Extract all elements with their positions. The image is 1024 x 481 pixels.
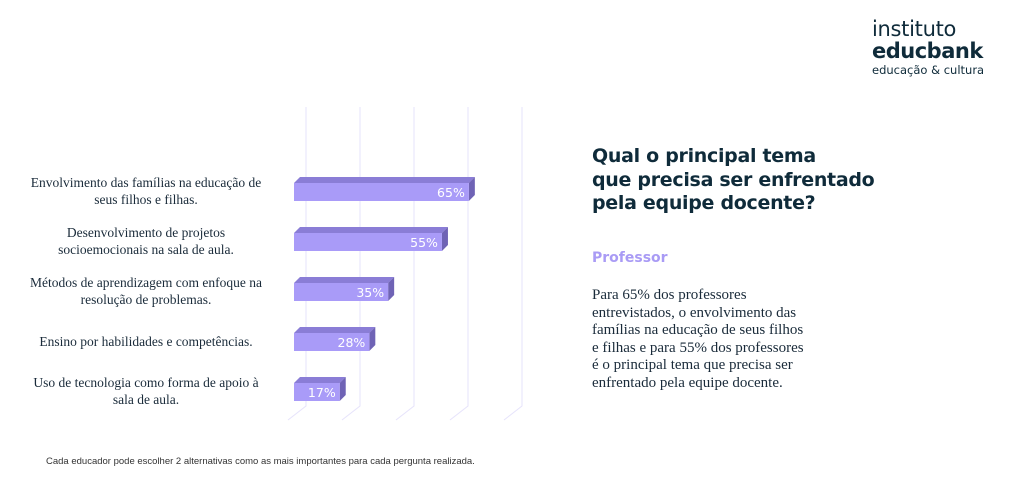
question-title: Qual o principal tema que precisa ser en… [592, 145, 875, 216]
category-label: Desenvolvimento de projetos socioemociona… [16, 224, 276, 258]
gridline [395, 107, 415, 421]
logo-line-2: educbank [872, 39, 983, 63]
category-label-line: Desenvolvimento de projetos [66, 225, 226, 240]
logo-line-3: educação & cultura [872, 63, 985, 77]
data-label: 17% [308, 385, 336, 400]
data-label: 65% [437, 185, 465, 200]
category-label-line: sala de aula. [112, 392, 180, 407]
footnote: Cada educador pode escolher 2 alternativ… [46, 456, 475, 467]
data-label: 55% [410, 235, 438, 250]
category-label-line: Métodos de aprendizagem com enfoque na [29, 275, 263, 290]
category-label-line: Envolvimento das famílias na educação de [30, 175, 262, 190]
summary-paragraph: Para 65% dos professores entrevistados, … [592, 287, 832, 393]
data-label: 28% [338, 335, 366, 350]
bar-side-face [339, 377, 346, 401]
paragraph-line: e filhas e para 55% dos professores [592, 339, 804, 356]
category-label-line: resolução de problemas. [80, 292, 212, 307]
bar [294, 233, 442, 251]
bar-top-face [294, 277, 395, 283]
paragraph-line: entrevistados, o envolvimento das [592, 304, 797, 321]
gridline [287, 107, 307, 421]
gridline [503, 107, 523, 421]
question-line: que precisa ser enfrentado [592, 168, 875, 191]
bar-top-face [294, 377, 346, 383]
paragraph-line: famílias na educação de seus filhos [592, 322, 804, 339]
bar-side-face [388, 277, 395, 301]
paragraph-line: é o principal tema que precisa ser [592, 357, 793, 374]
gridline [341, 107, 361, 421]
educbank-logo: instituto educbank educação & cultura [872, 18, 984, 77]
bar [294, 283, 389, 301]
category-label: Envolvimento das famílias na educação de… [16, 174, 276, 208]
category-label: Métodos de aprendizagem com enfoque na re… [16, 274, 276, 308]
category-label-line: seus filhos e filhas. [94, 192, 198, 207]
respondent-subtitle: Professor [592, 250, 668, 266]
category-label: Uso de tecnologia como forma de apoio à s… [16, 374, 276, 408]
bar-top-face [294, 327, 376, 333]
data-label: 35% [356, 285, 384, 300]
bar [294, 333, 370, 351]
bar-side-face [441, 227, 448, 251]
bar-side-face [468, 177, 475, 201]
bar-top-face [294, 177, 475, 183]
bar-side-face [369, 327, 376, 351]
bar-top-face [294, 227, 448, 233]
paragraph-line: enfrentado pela equipe docente. [592, 374, 783, 391]
category-label-line: Ensino por habilidades e competências. [39, 333, 253, 349]
bar [294, 383, 340, 401]
logo-line-1: instituto [872, 17, 957, 41]
question-line: Qual o principal tema [592, 145, 816, 167]
category-label: Ensino por habilidades e competências. [16, 333, 276, 350]
question-line: pela equipe docente? [592, 192, 816, 214]
category-label-line: socioemocionais na sala de aula. [58, 242, 234, 257]
paragraph-line: Para 65% dos professores [592, 287, 747, 303]
category-label-line: Uso de tecnologia como forma de apoio à [33, 375, 259, 390]
bar [294, 183, 469, 201]
gridline [449, 107, 469, 421]
